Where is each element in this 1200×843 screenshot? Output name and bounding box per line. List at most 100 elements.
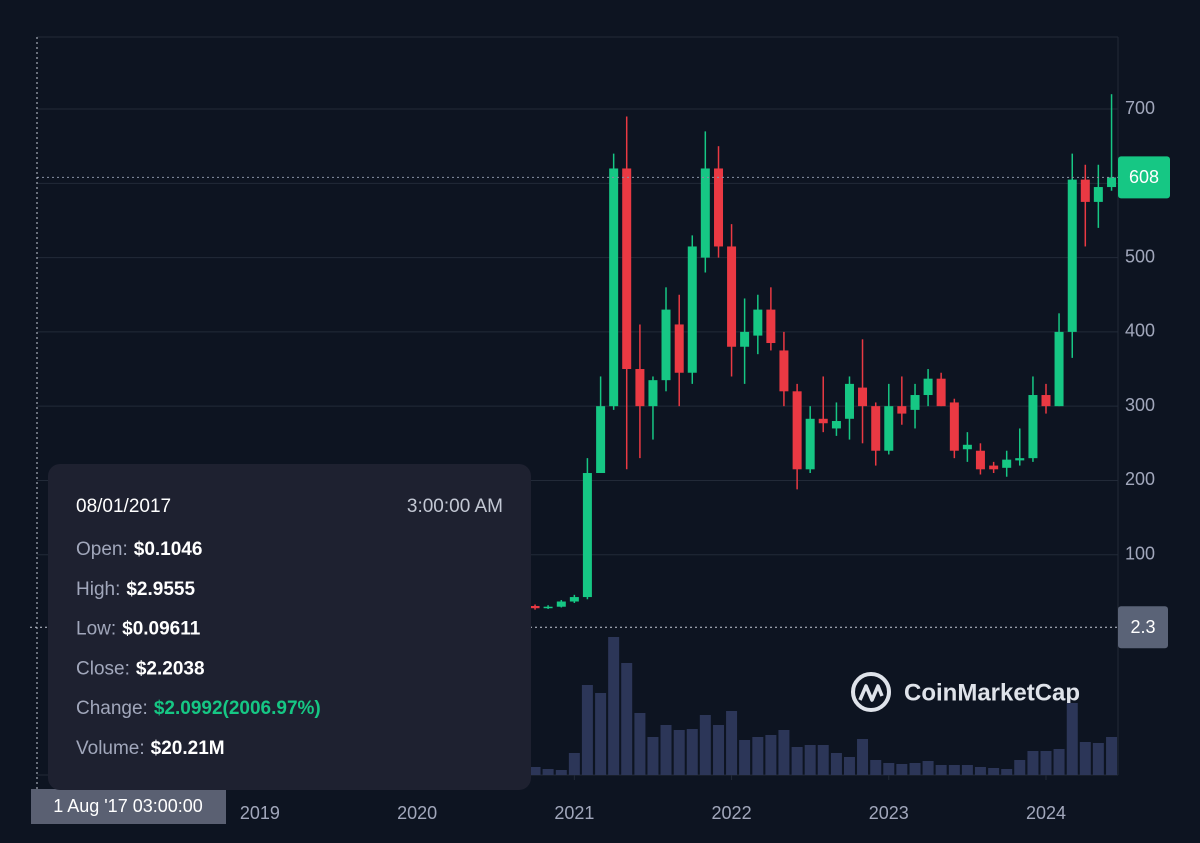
volume-bar <box>1014 760 1026 775</box>
tooltip-time: 3:00:00 AM <box>407 496 503 517</box>
watermark-text: CoinMarketCap <box>904 679 1080 706</box>
candle-body <box>1041 395 1051 407</box>
tooltip-row: Close: $2.2038 <box>76 658 205 679</box>
volume-bar <box>1040 751 1052 775</box>
tooltip-row-label: Close: <box>76 658 130 679</box>
crosshair-price-box <box>1118 606 1168 649</box>
volume-bar <box>726 711 738 775</box>
volume-bar <box>660 725 672 775</box>
y-tick-label: 100 <box>1125 543 1155 563</box>
candle-body <box>792 391 802 470</box>
volume-bar <box>621 663 633 775</box>
tooltip-row-value: $2.0992(2006.97%) <box>154 698 321 719</box>
candle-body <box>740 331 750 347</box>
volume-bar <box>752 737 764 775</box>
volume-bar <box>804 745 816 775</box>
candle-body <box>831 421 841 429</box>
tooltip-row-label: High: <box>76 579 120 600</box>
candle-body <box>884 406 894 451</box>
candle-body <box>1054 331 1064 407</box>
volume-bar <box>843 757 855 775</box>
tooltip-row: Open: $0.1046 <box>76 539 202 560</box>
candle-body <box>989 465 999 470</box>
tooltip-row-label: Low: <box>76 619 116 640</box>
candle-body <box>910 395 920 410</box>
logo-circle <box>851 672 891 712</box>
volume-bar <box>1027 751 1039 775</box>
volume-bar <box>608 637 620 775</box>
tooltip-row-value: $2.2038 <box>136 658 205 679</box>
candle-body <box>609 168 619 407</box>
candle-body <box>1067 179 1077 332</box>
volume-bar <box>765 735 777 775</box>
candle-body <box>582 473 592 598</box>
volume-bar <box>1092 743 1104 775</box>
tooltip-row: High: $2.9555 <box>76 579 195 600</box>
x-tick-label: 2019 <box>240 803 280 823</box>
candle-body <box>569 597 579 602</box>
candle-body <box>1080 179 1090 202</box>
y-tick-label: 200 <box>1125 469 1155 489</box>
volume-bar <box>739 740 751 775</box>
candle-body <box>779 350 789 392</box>
candle-body <box>648 380 658 407</box>
candle-body <box>923 378 933 396</box>
volume-bar <box>581 685 593 775</box>
volume-bar <box>673 730 685 775</box>
x-tick-label: 2022 <box>712 803 752 823</box>
volume-bar <box>713 725 725 775</box>
volume-bar <box>830 753 842 775</box>
candle-body <box>753 309 763 336</box>
candle-body <box>844 383 854 419</box>
logo-wave <box>858 684 884 702</box>
x-tick-label: 2021 <box>554 803 594 823</box>
tooltip-row: Change: $2.0992(2006.97%) <box>76 698 321 719</box>
volume-bar <box>778 730 790 775</box>
last-price-label: 608 <box>1129 167 1159 187</box>
volume-bar <box>883 763 895 775</box>
tooltip-row-value: $20.21M <box>151 738 225 759</box>
volume-bar <box>568 753 580 775</box>
volume-bar <box>686 729 698 775</box>
volume-bar <box>896 764 908 775</box>
candle-body <box>936 378 946 407</box>
candle-body <box>805 418 815 470</box>
y-tick-label: 400 <box>1125 321 1155 341</box>
candle-body <box>543 606 553 609</box>
candle-body <box>635 369 645 407</box>
candle-body <box>714 168 724 247</box>
tooltip-date: 08/01/2017 <box>76 496 171 517</box>
x-tick-label: 2023 <box>869 803 909 823</box>
candle-body <box>556 601 566 607</box>
candle-body <box>687 246 697 373</box>
volume-bar <box>857 739 869 775</box>
y-tick-label: 500 <box>1125 246 1155 266</box>
y-tick-label: 300 <box>1125 395 1155 415</box>
volume-bar <box>935 765 947 775</box>
volume-bar <box>634 713 646 775</box>
crosshair-date-box <box>31 789 226 824</box>
candle-body <box>1093 187 1103 202</box>
tooltip-row: Low: $0.09611 <box>76 619 201 640</box>
candle-body <box>530 605 540 609</box>
volume-bar <box>909 763 921 775</box>
volume-bar <box>922 761 934 775</box>
candle-body <box>975 450 985 470</box>
volume-bar <box>1106 737 1118 775</box>
volume-bar <box>699 715 711 775</box>
tooltip-row-value: $2.9555 <box>126 579 195 600</box>
x-tick-label: 2024 <box>1026 803 1066 823</box>
volume-bar <box>1066 703 1078 775</box>
tooltip-row-label: Open: <box>76 539 128 560</box>
volume-bar <box>1079 742 1091 775</box>
tooltip-row-label: Volume: <box>76 738 145 759</box>
volume-bar <box>974 767 986 775</box>
tooltip-row-value: $0.1046 <box>134 539 203 560</box>
candle-body <box>858 387 868 407</box>
candle-body <box>1028 395 1038 459</box>
candle-body <box>700 168 710 258</box>
candle-body <box>674 324 684 373</box>
volume-bar <box>1001 769 1013 775</box>
